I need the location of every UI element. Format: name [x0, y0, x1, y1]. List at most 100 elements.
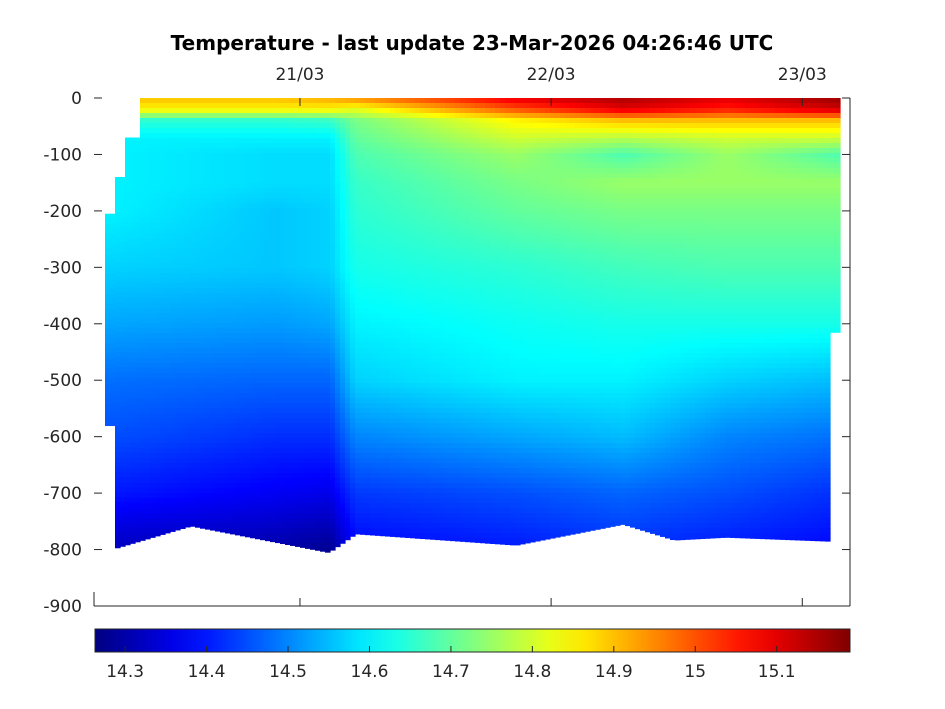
heatmap-cell [355, 363, 361, 369]
heatmap-cell [220, 398, 226, 404]
heatmap-cell [385, 328, 391, 334]
heatmap-cell [205, 523, 211, 529]
heatmap-cell [210, 373, 216, 379]
heatmap-cell [365, 343, 371, 349]
heatmap-cell [355, 288, 361, 294]
heatmap-cell [220, 308, 226, 314]
heatmap-cell [325, 433, 331, 439]
heatmap-cell [115, 462, 121, 468]
heatmap-cell [380, 133, 386, 139]
heatmap-cell [370, 348, 376, 354]
heatmap-cell [270, 523, 276, 529]
heatmap-cell [320, 418, 326, 424]
heatmap-cell [250, 138, 256, 144]
heatmap-cell [155, 98, 161, 104]
heatmap-cell [230, 223, 236, 229]
heatmap-cell [360, 223, 366, 229]
heatmap-cell [345, 473, 351, 479]
heatmap-cell [305, 383, 311, 389]
heatmap-cell [325, 178, 331, 184]
heatmap-cell [285, 328, 291, 334]
heatmap-cell [245, 468, 251, 474]
heatmap-cell [115, 227, 121, 233]
heatmap-cell [380, 193, 386, 199]
heatmap-cell [170, 453, 176, 459]
heatmap-cell [185, 513, 191, 519]
heatmap-cell [240, 523, 246, 529]
heatmap-cell [155, 408, 161, 414]
heatmap-cell [315, 483, 321, 489]
heatmap-cell [225, 243, 231, 249]
heatmap-cell [360, 198, 366, 204]
heatmap-cell [340, 343, 346, 349]
heatmap-cell [340, 523, 346, 529]
heatmap-cell [155, 503, 161, 509]
heatmap-cell [205, 128, 211, 134]
heatmap-cell [125, 432, 131, 439]
heatmap-cell [250, 288, 256, 294]
heatmap-cell [275, 213, 281, 219]
heatmap-cell [140, 428, 146, 434]
heatmap-cell [185, 168, 191, 174]
heatmap-cell [345, 218, 351, 224]
heatmap-cell [390, 203, 396, 209]
heatmap-cell [235, 123, 241, 129]
heatmap-cell [195, 403, 201, 409]
heatmap-cell [210, 298, 216, 304]
heatmap-cell [115, 492, 121, 498]
heatmap-cell [340, 158, 346, 164]
heatmap-cell [280, 138, 286, 144]
heatmap-cell [110, 278, 116, 285]
heatmap-cell [160, 373, 166, 379]
heatmap-cell [175, 373, 181, 379]
heatmap-cell [355, 308, 361, 314]
heatmap-cell [155, 438, 161, 444]
heatmap-cell [325, 438, 331, 444]
heatmap-cell [170, 253, 176, 259]
heatmap-cell [215, 148, 221, 154]
heatmap-cell [115, 372, 121, 378]
heatmap-cell [110, 238, 116, 245]
heatmap-cell [125, 232, 131, 239]
heatmap-cell [265, 463, 271, 469]
heatmap-cell [300, 543, 306, 548]
heatmap-cell [350, 148, 356, 154]
heatmap-cell [180, 513, 186, 519]
heatmap-cell [180, 263, 186, 269]
heatmap-cell [385, 268, 391, 274]
heatmap-cell [375, 208, 381, 214]
heatmap-cell [205, 188, 211, 194]
heatmap-cell [365, 313, 371, 319]
heatmap-cell [115, 327, 121, 333]
heatmap-cell [340, 143, 346, 149]
heatmap-cell [225, 268, 231, 274]
heatmap-cell [380, 248, 386, 254]
heatmap-cell [335, 398, 341, 404]
heatmap-cell [305, 373, 311, 379]
heatmap-cell [110, 423, 116, 426]
heatmap-cell [380, 373, 386, 379]
heatmap-cell [295, 233, 301, 239]
heatmap-cell [295, 323, 301, 329]
heatmap-cell [190, 313, 196, 319]
heatmap-cell [130, 222, 136, 229]
heatmap-cell [325, 403, 331, 409]
heatmap-cell [125, 437, 131, 444]
heatmap-cell [220, 138, 226, 144]
heatmap-cell [305, 548, 311, 549]
heatmap-cell [270, 498, 276, 504]
heatmap-cell [250, 103, 256, 109]
heatmap-cell [150, 343, 156, 349]
heatmap-cell [275, 438, 281, 444]
heatmap-cell [315, 428, 321, 434]
heatmap-cell [115, 182, 121, 188]
heatmap-cell [290, 383, 296, 389]
heatmap-cell [295, 408, 301, 414]
heatmap-cell [370, 263, 376, 269]
heatmap-cell [320, 543, 326, 549]
heatmap-cell [335, 363, 341, 369]
heatmap-cell [300, 253, 306, 259]
heatmap-cell [290, 498, 296, 504]
heatmap-cell [390, 393, 396, 399]
heatmap-cell [240, 283, 246, 289]
